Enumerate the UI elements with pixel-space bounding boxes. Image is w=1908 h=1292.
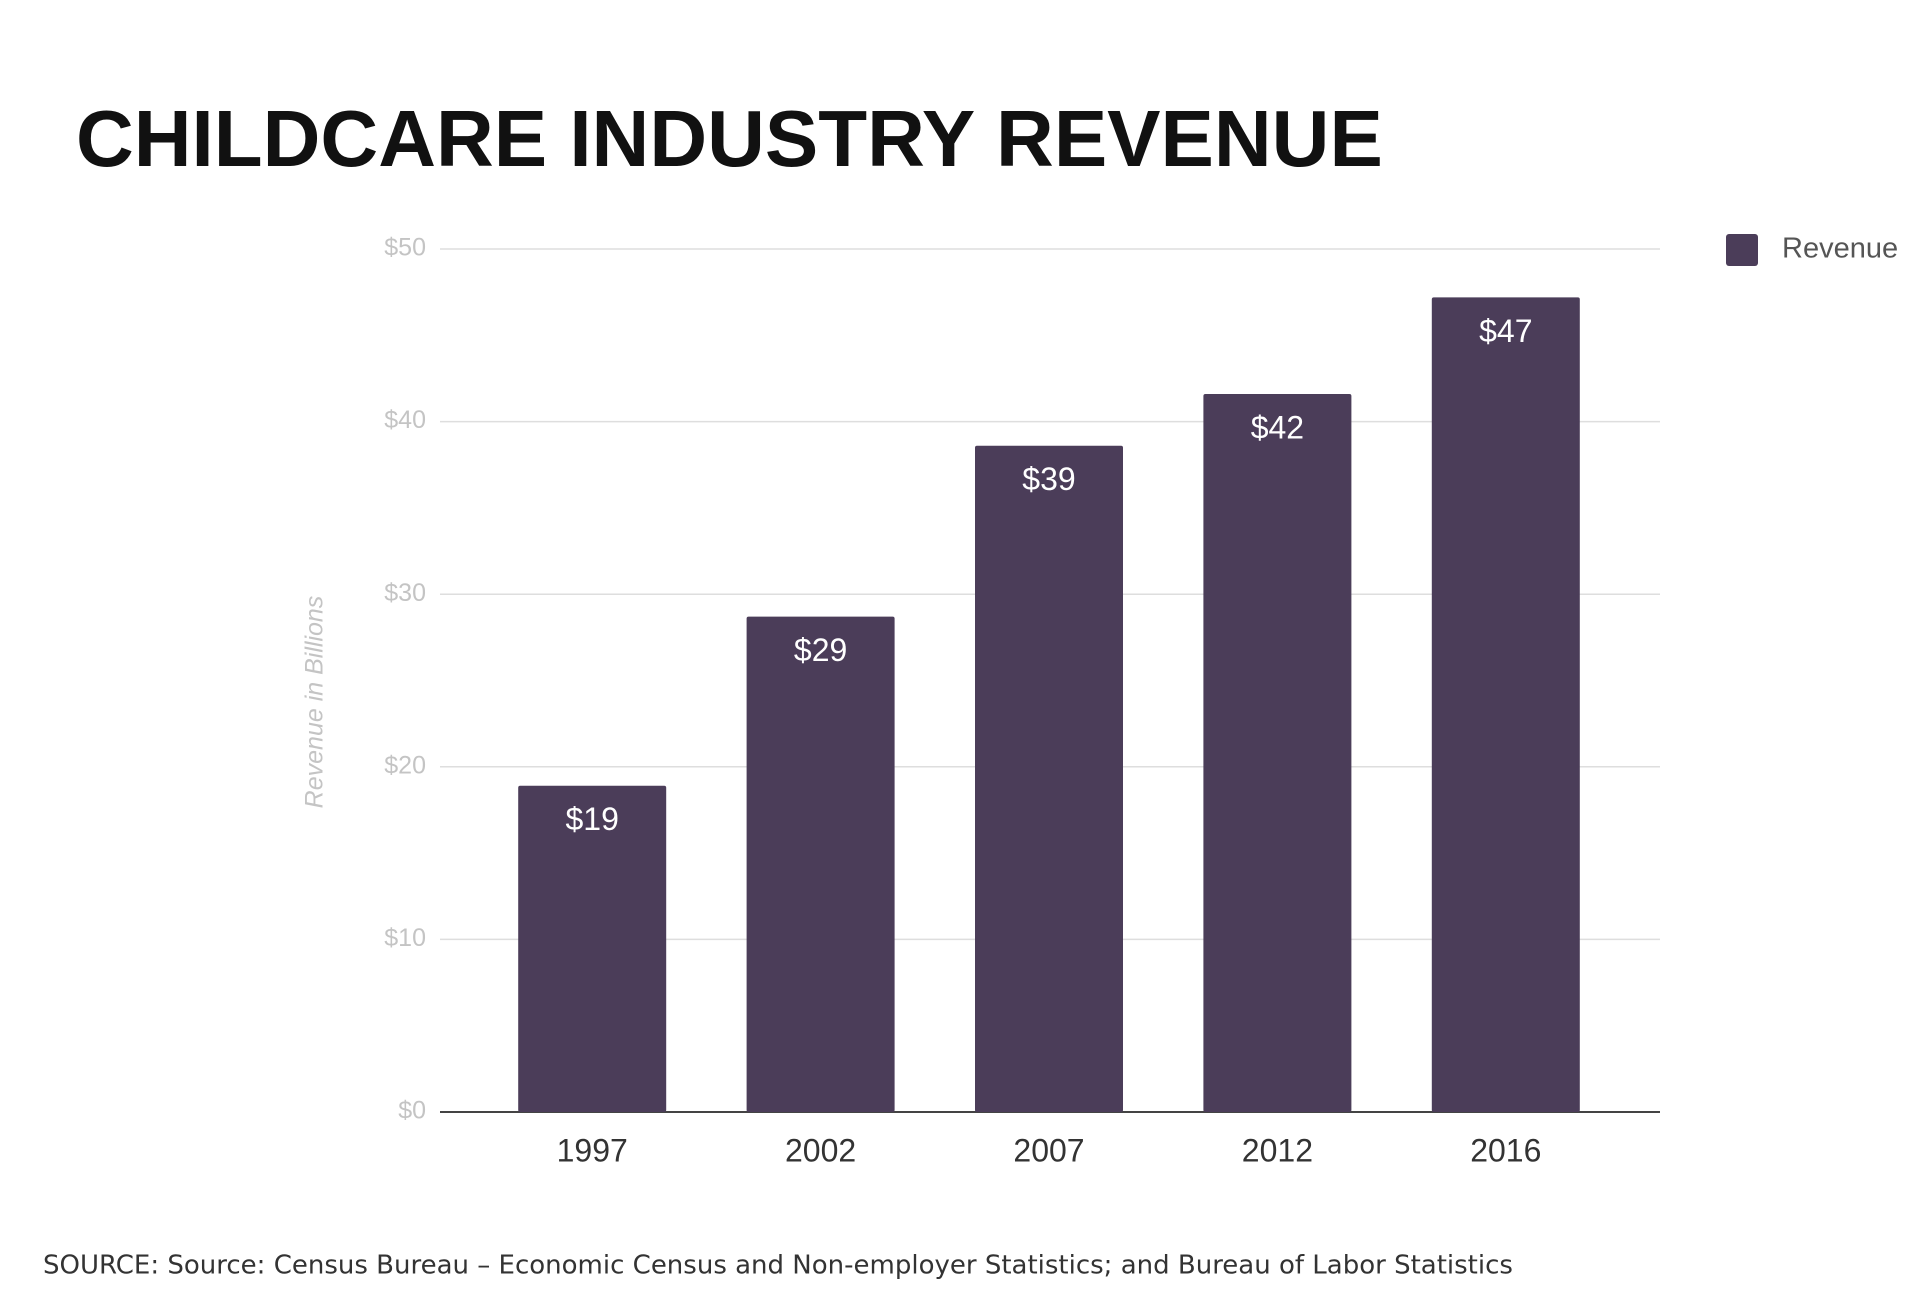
x-tick-label: 2007 <box>1013 1132 1084 1168</box>
y-tick-label: $40 <box>384 406 426 434</box>
bar <box>975 445 1123 1112</box>
y-tick-label: $30 <box>384 579 426 607</box>
bar <box>746 616 895 1112</box>
value-label: $47 <box>1479 313 1532 349</box>
bar <box>1431 297 1580 1112</box>
y-tick-label: $50 <box>384 234 426 262</box>
x-tick-label: 2012 <box>1242 1132 1313 1168</box>
x-tick-label: 1997 <box>557 1132 628 1168</box>
y-tick-label: $10 <box>384 924 426 952</box>
value-label: $39 <box>1022 461 1075 497</box>
legend-label: Revenue <box>1782 233 1898 265</box>
source-note: SOURCE: Source: Census Bureau – Economic… <box>43 1251 1513 1281</box>
y-tick-label: $0 <box>398 1097 426 1125</box>
value-label: $29 <box>794 632 847 668</box>
y-axis-label: Revenue in Billions <box>301 596 329 809</box>
legend-swatch <box>1726 234 1758 266</box>
value-label: $42 <box>1251 409 1304 445</box>
x-tick-label: 2002 <box>785 1132 856 1168</box>
chart-title: CHILDCARE INDUSTRY REVENUE <box>76 94 1383 183</box>
y-tick-label: $20 <box>384 751 426 779</box>
bar <box>1203 393 1352 1112</box>
bar <box>518 785 667 1112</box>
x-tick-label: 2016 <box>1470 1132 1541 1168</box>
value-label: $19 <box>566 801 619 837</box>
